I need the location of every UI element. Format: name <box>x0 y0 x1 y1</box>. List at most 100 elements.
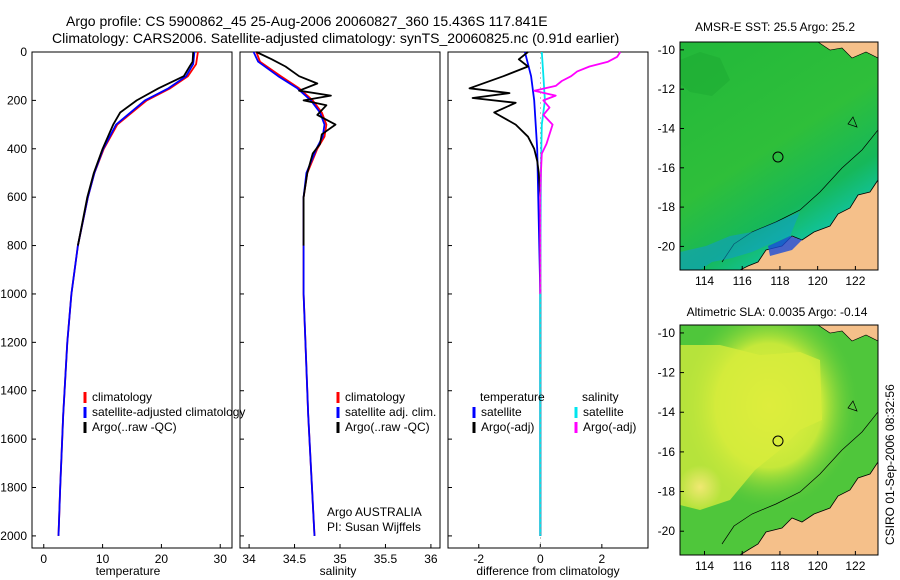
difference-axes-frame <box>447 51 649 549</box>
temperature-axes-frame <box>31 51 233 549</box>
sla_map-xtick-label: 114 <box>695 559 714 573</box>
sla-yellow-band <box>680 345 822 510</box>
difference-legend-label: Argo(-adj) <box>481 420 534 434</box>
salinity-annotation-line1: Argo AUSTRALIA <box>327 505 422 519</box>
sla-map-frame <box>679 324 879 556</box>
sst-island <box>847 116 858 128</box>
temperature-xtick-label: 20 <box>155 552 169 566</box>
temperature-series-satellite-adjusted-climatology <box>57 51 196 536</box>
sst_map-ytick-label: -18 <box>658 200 676 214</box>
salinity-series-satellite-adj-clim <box>252 51 326 536</box>
figure-title-line2: Climatology: CARS2006. Satellite-adjuste… <box>52 30 619 46</box>
sla-map-panel: Altimetric SLA: 0.0035 Argo: -0.14 114 11… <box>658 305 879 573</box>
salinity-xtick-label: 35 <box>333 552 347 566</box>
sst_map-ytick-label: -20 <box>658 239 676 253</box>
temperature-xtick-label: 30 <box>214 552 228 566</box>
sst_map-xtick-label: 120 <box>808 274 828 288</box>
difference-series-temperature-satellite <box>524 51 542 536</box>
sla-island <box>847 400 858 412</box>
sst_map-ytick-label: -16 <box>658 161 676 175</box>
salinity-xtick-label: 36 <box>424 552 438 566</box>
salinity-xtick-label: 34 <box>242 552 256 566</box>
temperature-ytick-label: 600 <box>7 190 27 204</box>
temperature-ytick-label: 400 <box>7 142 27 156</box>
temperature-ytick-label: 1200 <box>0 335 27 349</box>
difference-legend-title-temperature: temperature <box>480 390 545 404</box>
sla-land <box>740 462 878 555</box>
sst_map-xtick-label: 116 <box>733 274 752 288</box>
temperature-xlabel: temperature <box>96 564 161 578</box>
salinity-series-argo-raw-qc <box>256 51 337 246</box>
sla_map-ytick-label: -10 <box>658 326 676 340</box>
temperature-xtick-label: 10 <box>96 552 110 566</box>
difference-xtick-label: 0 <box>537 552 544 566</box>
sla-coast-line <box>739 461 878 555</box>
difference-xtick-label: -2 <box>473 552 484 566</box>
difference-xlabel: difference from climatology <box>476 564 619 578</box>
figure-title-line1: Argo profile: CS 5900862_45 25-Aug-2006 … <box>66 13 548 29</box>
salinity-axes-frame <box>239 51 441 549</box>
sst-map-frame <box>679 41 879 271</box>
temperature-panel: temperature 0 10 20 30 0 200 400 600 800 1000 1200… <box>0 45 245 578</box>
salinity-xtick-label: 35.5 <box>374 552 398 566</box>
difference-legend-label: Argo(-adj) <box>583 420 636 434</box>
sst-map-title: AMSR-E SST: 25.5 Argo: 25.2 <box>695 20 855 34</box>
salinity-xtick-label: 34.5 <box>283 552 307 566</box>
temperature-ytick-label: 1400 <box>0 384 27 398</box>
sla-north-land <box>817 325 878 342</box>
difference-legend-label: satellite <box>481 405 522 419</box>
sla-high-spot <box>680 465 722 509</box>
sst-warm-patch <box>680 52 730 96</box>
sst-coast-line <box>739 179 878 270</box>
temperature-series-argo-raw-qc <box>77 51 195 246</box>
sla-map-title: Altimetric SLA: 0.0035 Argo: -0.14 <box>687 305 868 319</box>
sst-blue-margin <box>680 212 800 270</box>
sla_map-ytick-label: -18 <box>658 485 676 499</box>
sst_map-ytick-label: -14 <box>658 121 676 135</box>
difference-series-temperature-argo-adj <box>468 51 542 536</box>
difference-xtick-label: 2 <box>599 552 606 566</box>
csiro-timestamp: CSIRO 01-Sep-2006 08:32:56 <box>883 384 897 545</box>
sla_map-ytick-label: -14 <box>658 405 676 419</box>
salinity-legend-label: climatology <box>345 390 405 404</box>
temperature-ytick-label: 1600 <box>0 432 27 446</box>
temperature-legend-label: climatology <box>92 390 152 404</box>
salinity-annotation-line2: PI: Susan Wijffels <box>327 520 421 534</box>
difference-legend-title-salinity: salinity <box>582 390 619 404</box>
sst_map-ytick-label: -12 <box>658 82 676 96</box>
temperature-legend-label: satellite-adjusted climatology <box>92 405 245 419</box>
temperature-series-climatology <box>57 51 199 536</box>
sla_map-ytick-label: -20 <box>658 524 676 538</box>
temperature-xtick-label: 0 <box>40 552 47 566</box>
temperature-ytick-label: 0 <box>20 45 27 59</box>
temperature-ytick-label: 200 <box>7 93 27 107</box>
sla_map-xtick-label: 116 <box>733 559 752 573</box>
sst_map-xtick-label: 114 <box>695 274 714 288</box>
sla_map-xtick-label: 120 <box>808 559 828 573</box>
sst_map-ytick-label: -10 <box>658 43 676 57</box>
temperature-legend-label: Argo(..raw -QC) <box>92 420 177 434</box>
salinity-series-climatology <box>255 51 328 536</box>
salinity-legend-label: Argo(..raw -QC) <box>345 420 430 434</box>
sst-land <box>740 180 878 270</box>
sla_map-xtick-label: 118 <box>770 559 789 573</box>
temperature-ytick-label: 1800 <box>0 481 27 495</box>
temperature-ytick-label: 800 <box>7 239 27 253</box>
salinity-panel: salinity Argo AUSTRALIA PI: Susan Wijffe… <box>239 51 441 578</box>
sst_map-xtick-label: 122 <box>845 274 865 288</box>
temperature-ytick-label: 1000 <box>0 287 27 301</box>
sst_map-xtick-label: 118 <box>770 274 789 288</box>
sst-deep-blue <box>768 236 802 256</box>
sst-map-panel: AMSR-E SST: 25.5 Argo: 25.2 114 116 118 120… <box>658 20 879 288</box>
difference-legend-label: satellite <box>583 405 624 419</box>
sla-profile-marker <box>772 435 784 447</box>
difference-series-salinity-argo-adj <box>533 51 622 294</box>
sla_map-ytick-label: -16 <box>658 445 676 459</box>
sst-north-land <box>817 42 878 59</box>
sla_map-xtick-label: 122 <box>845 559 865 573</box>
sla_map-ytick-label: -12 <box>658 366 676 380</box>
salinity-xlabel: salinity <box>320 564 357 578</box>
salinity-legend-label: satellite adj. clim. <box>345 405 436 419</box>
sst-profile-marker <box>772 151 784 163</box>
